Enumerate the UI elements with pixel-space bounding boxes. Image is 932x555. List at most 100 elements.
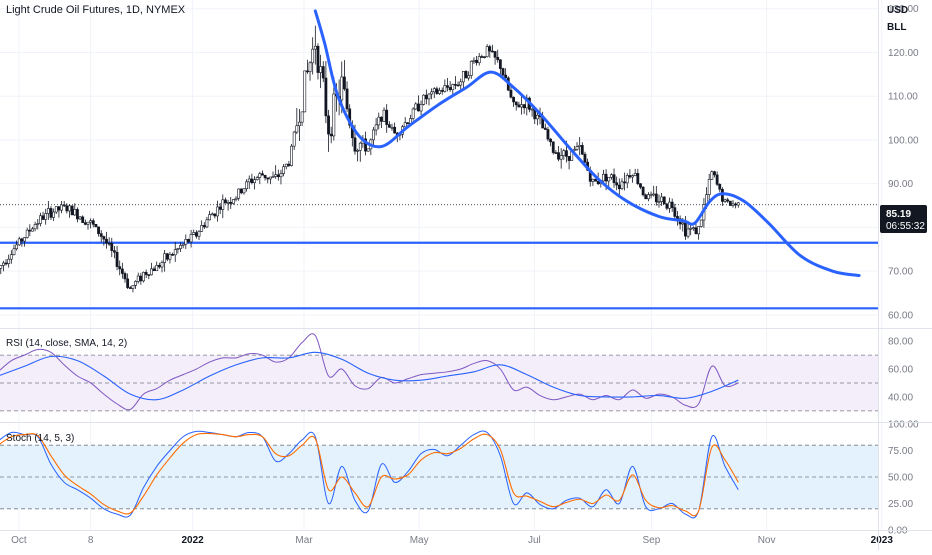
candle (86, 221, 90, 230)
candle (654, 186, 658, 206)
candle-body-down (440, 90, 444, 92)
candle-body-up (168, 254, 172, 260)
stoch-indicator-title[interactable]: Stoch (14, 5, 3) (6, 433, 75, 444)
candle-body-down (4, 262, 8, 265)
rsi-indicator-title[interactable]: RSI (14, close, SMA, 14, 2) (6, 338, 128, 349)
candle-body-up (0, 265, 3, 269)
candle-body-up (89, 220, 93, 223)
candle (668, 197, 671, 213)
candle-body-up (245, 181, 248, 190)
candle (520, 96, 523, 115)
candle-body-down (488, 46, 492, 52)
candle (620, 178, 624, 190)
candle-body-down (139, 275, 143, 282)
candle-body-down (514, 101, 518, 106)
candle-body-up (274, 174, 278, 177)
candle (17, 236, 21, 246)
candle (557, 146, 560, 162)
candle-body-down (565, 150, 568, 157)
candle-body-up (60, 204, 63, 211)
candle (636, 168, 640, 186)
candle-body-up (36, 223, 40, 225)
candle (173, 241, 177, 262)
candle (250, 173, 254, 185)
candle-body-down (583, 153, 587, 163)
chart-title: Light Crude Oil Futures, 1D, NYMEX (6, 4, 186, 16)
candle (9, 250, 13, 264)
candle (258, 171, 262, 185)
candle (311, 37, 315, 75)
candle (559, 148, 563, 169)
candle (123, 271, 127, 283)
candle-body-up (25, 229, 29, 238)
candle-body-up (205, 219, 209, 228)
candle (393, 122, 397, 134)
candle-body-up (477, 56, 481, 64)
candle-body-down (229, 201, 233, 204)
candle (644, 193, 648, 200)
candle (20, 237, 24, 247)
candle-body-down (144, 272, 148, 275)
candle-body-down (623, 181, 627, 184)
candle-body-down (446, 85, 449, 88)
candle-body-down (654, 193, 658, 203)
candle-body-down (316, 45, 320, 73)
candle (276, 169, 280, 181)
candle-body-up (469, 60, 473, 76)
candle (44, 208, 48, 225)
candle-body-down (123, 273, 127, 280)
candle-body-down (493, 51, 497, 58)
candle-body-up (1, 262, 5, 266)
candle-body-down (580, 145, 584, 155)
candle-body-up (390, 126, 394, 129)
candle-body-up (268, 176, 272, 180)
candle-body-down (435, 88, 439, 94)
candle-body-up (485, 46, 489, 57)
y-tick-label: 120.00 (888, 48, 919, 59)
candle-body-up (17, 238, 21, 246)
candle-body-up (631, 175, 634, 178)
candle (517, 101, 521, 108)
candle-body-down (628, 175, 632, 178)
candle (483, 56, 486, 59)
candle (710, 170, 714, 180)
candle-body-down (250, 178, 254, 183)
candle-body-up (231, 199, 235, 204)
y-tick-label: 130.00 (888, 4, 919, 15)
candle (68, 203, 71, 218)
candle-body-down (636, 173, 640, 184)
candle (94, 223, 98, 228)
candle-body-down (165, 253, 169, 260)
candle-body-up (54, 206, 58, 213)
candle-body-up (646, 194, 650, 200)
candle (0, 264, 3, 275)
candle (662, 196, 666, 205)
candle (699, 219, 703, 228)
candle-body-down (65, 205, 69, 212)
candle-body-up (279, 173, 283, 178)
candle (54, 206, 58, 214)
candle-body-up (271, 176, 275, 178)
candle-body-down (261, 173, 264, 176)
candle (274, 165, 278, 179)
unit-volume-label: BLL (887, 22, 906, 33)
candle (409, 114, 412, 124)
candle (62, 200, 66, 207)
candle (676, 211, 679, 226)
candle (39, 212, 42, 227)
candle (591, 178, 595, 186)
candle (208, 210, 211, 221)
candle-body-up (208, 214, 211, 221)
candle-body-down (102, 236, 106, 240)
candle-body-down (83, 222, 87, 225)
y-tick-label: 110.00 (888, 92, 918, 103)
candle (615, 176, 619, 191)
candle (575, 142, 579, 151)
candle (287, 160, 291, 168)
candle (184, 234, 188, 250)
candle (715, 171, 719, 187)
candle (567, 156, 571, 170)
candle (41, 211, 45, 221)
